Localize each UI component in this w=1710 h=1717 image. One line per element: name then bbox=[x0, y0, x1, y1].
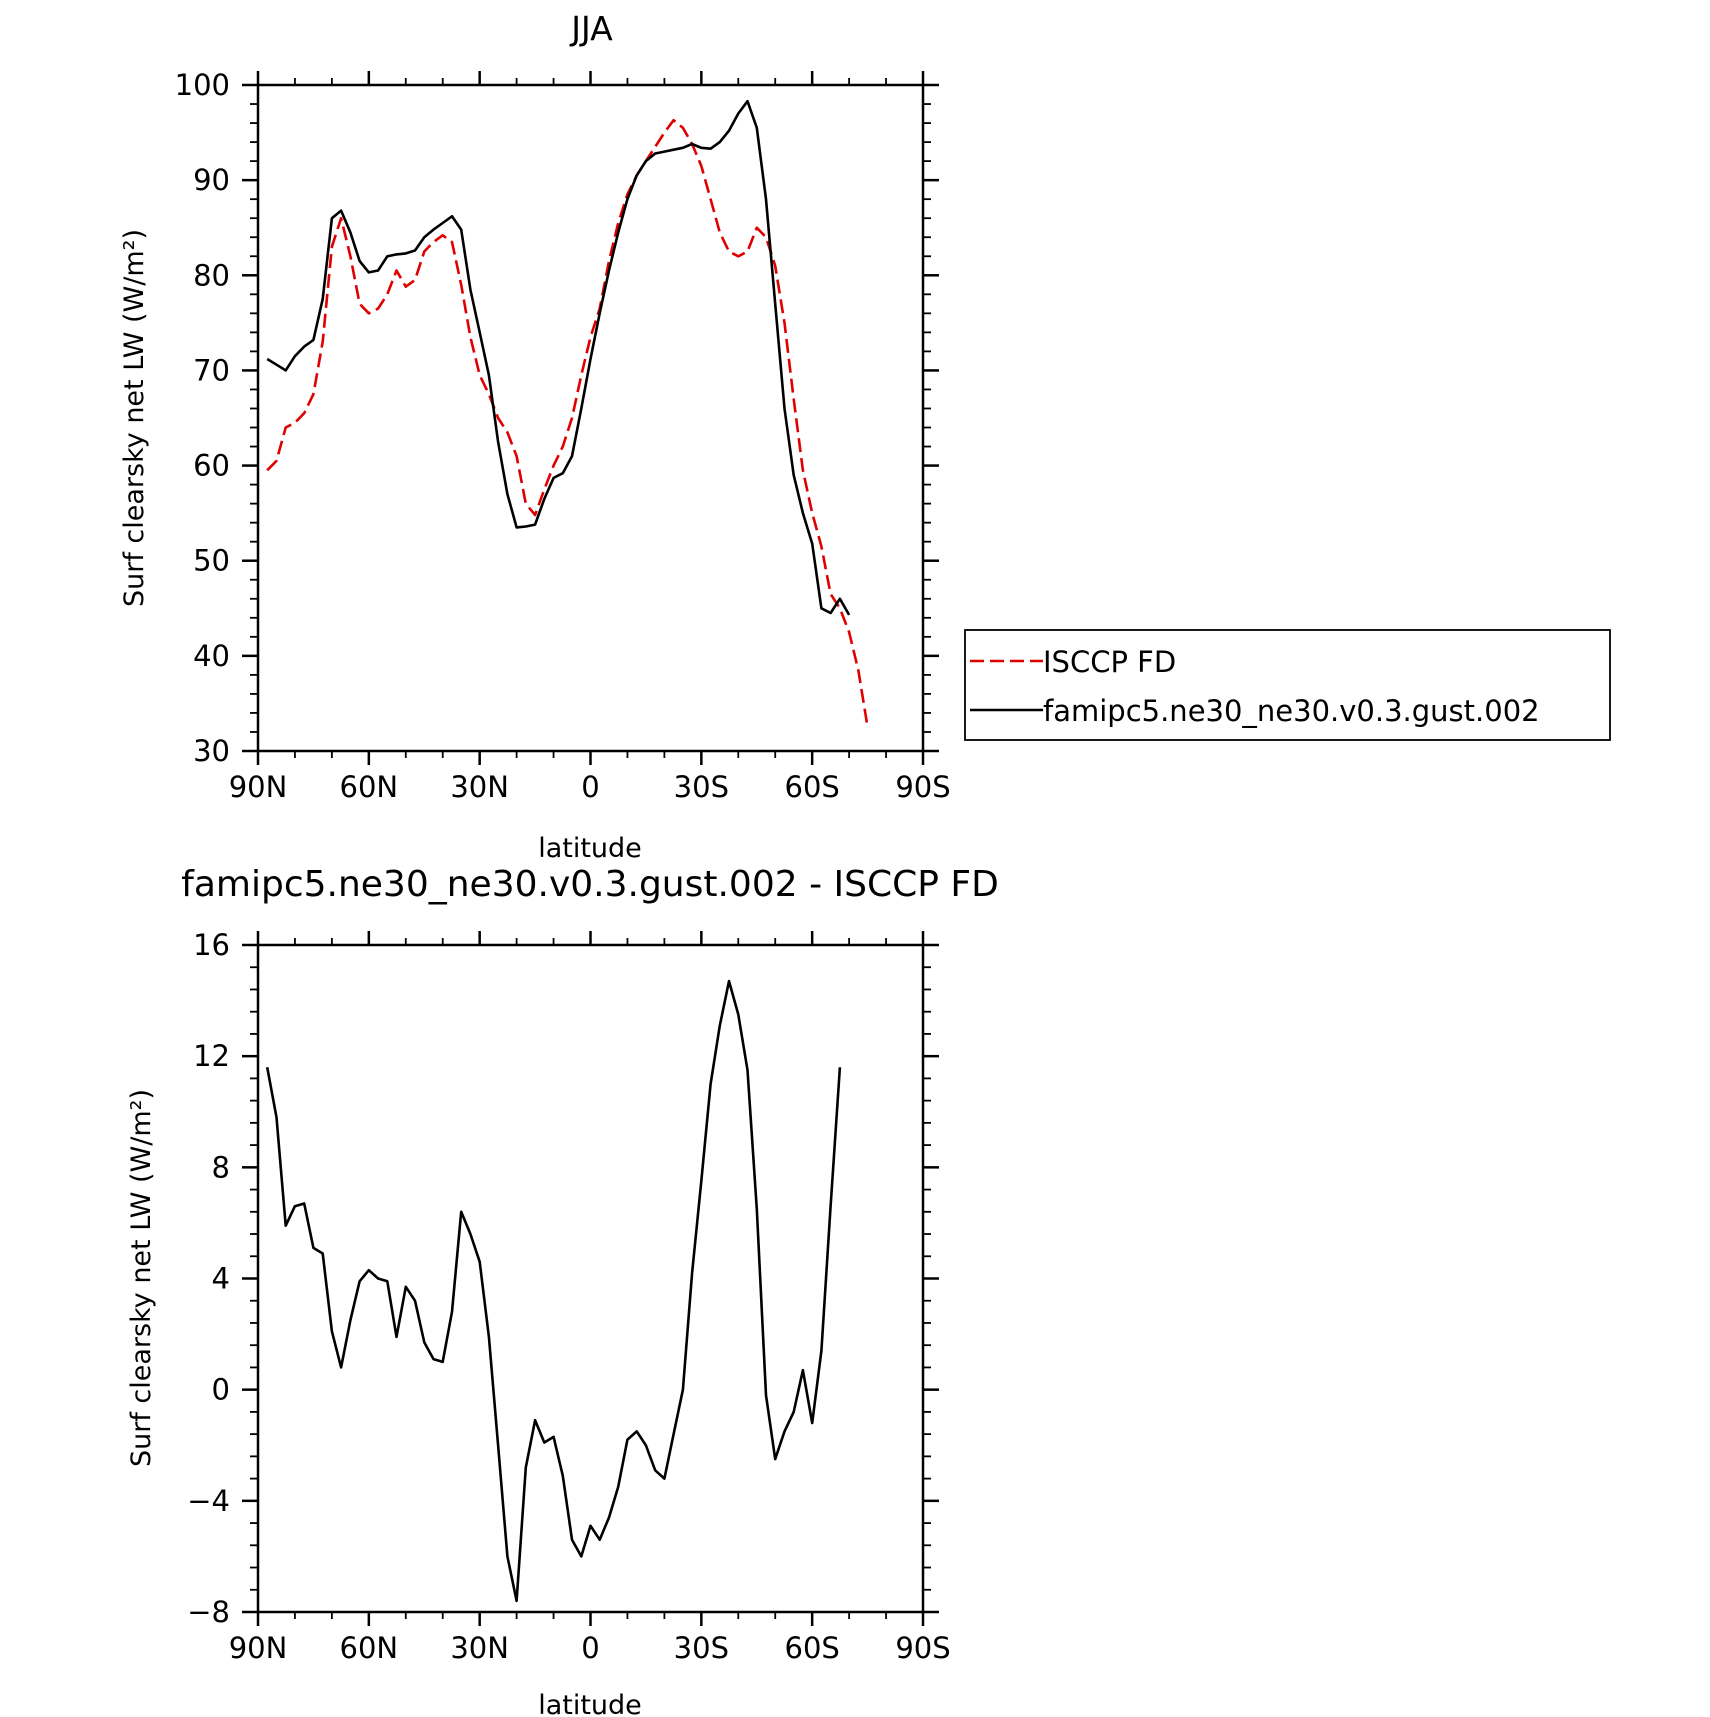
top-y-tick-label: 100 bbox=[175, 68, 230, 102]
bottom-series-layer bbox=[265, 979, 842, 1603]
top-x-tick-label: 30N bbox=[450, 770, 509, 804]
bottom-plot-frame bbox=[256, 943, 925, 1614]
top-y-tick-label: 40 bbox=[193, 639, 230, 673]
bottom-x-axis-label: latitude bbox=[538, 1690, 642, 1717]
bottom-x-tick-label: 90N bbox=[229, 1631, 288, 1665]
top-x-tick-label: 90N bbox=[229, 770, 288, 804]
top-plot-frame bbox=[256, 83, 925, 753]
bottom-y-axis-label: Surf clearsky net LW (W/m²) bbox=[126, 1089, 157, 1467]
bottom-x-tick-label: 30S bbox=[674, 1631, 729, 1665]
bottom-y-tick-label: 12 bbox=[193, 1039, 230, 1073]
bottom-y-tick-label: 8 bbox=[212, 1150, 230, 1184]
top-x-tick-label: 0 bbox=[581, 770, 599, 804]
bottom-chart-title: famipc5.ne30_ne30.v0.3.gust.002 - ISCCP … bbox=[181, 864, 999, 905]
top-ticks bbox=[242, 71, 939, 765]
top-panel: JJA 90N 60N 30N 0 30S 60S 90S 30 40 50 60 70 80 90 100… bbox=[119, 9, 1611, 864]
top-y-tick-label: 30 bbox=[193, 734, 230, 768]
legend: ISCCP FD famipc5.ne30_ne30.v0.3.gust.002 bbox=[964, 629, 1611, 741]
top-y-tick-label: 80 bbox=[193, 258, 230, 292]
bottom-x-tick-label: 90S bbox=[895, 1631, 950, 1665]
bottom-x-tick-label: 30N bbox=[450, 1631, 509, 1665]
bottom-tick-labels: 90N 60N 30N 0 30S 60S 90S −8 −4 0 4 8 12 16 bbox=[187, 928, 950, 1665]
top-series-line-0 bbox=[266, 118, 869, 728]
top-y-tick-label: 90 bbox=[193, 163, 230, 197]
top-chart-title: JJA bbox=[569, 9, 613, 48]
top-y-axis-label: Surf clearsky net LW (W/m²) bbox=[119, 229, 150, 607]
bottom-y-tick-label: −4 bbox=[187, 1484, 230, 1518]
top-y-tick-label: 70 bbox=[193, 353, 230, 387]
bottom-y-tick-label: 0 bbox=[212, 1373, 230, 1407]
top-y-tick-label: 60 bbox=[193, 449, 230, 483]
top-x-axis-label: latitude bbox=[538, 833, 642, 864]
bottom-series-line-0 bbox=[265, 979, 842, 1603]
legend-box bbox=[964, 629, 1611, 741]
bottom-x-tick-label: 0 bbox=[581, 1631, 599, 1665]
top-x-tick-label: 60S bbox=[785, 770, 840, 804]
top-x-tick-label: 30S bbox=[674, 770, 729, 804]
bottom-x-tick-label: 60N bbox=[340, 1631, 399, 1665]
bottom-y-tick-label: 16 bbox=[193, 928, 230, 962]
top-series-line-1 bbox=[266, 99, 851, 616]
bottom-x-tick-label: 60S bbox=[785, 1631, 840, 1665]
bottom-ticks bbox=[242, 931, 939, 1626]
top-x-tick-label: 90S bbox=[895, 770, 950, 804]
top-x-tick-label: 60N bbox=[340, 770, 399, 804]
top-y-tick-label: 50 bbox=[193, 544, 230, 578]
bottom-panel: famipc5.ne30_ne30.v0.3.gust.002 - ISCCP … bbox=[126, 864, 999, 1717]
bottom-y-tick-label: 4 bbox=[212, 1262, 230, 1296]
legend-label-model: famipc5.ne30_ne30.v0.3.gust.002 bbox=[1043, 694, 1540, 728]
top-tick-labels: 90N 60N 30N 0 30S 60S 90S 30 40 50 60 70 80 90 100 bbox=[175, 68, 951, 804]
bottom-y-tick-label: −8 bbox=[187, 1595, 230, 1629]
top-series-layer bbox=[266, 99, 869, 728]
legend-label-isccp: ISCCP FD bbox=[1043, 645, 1176, 679]
